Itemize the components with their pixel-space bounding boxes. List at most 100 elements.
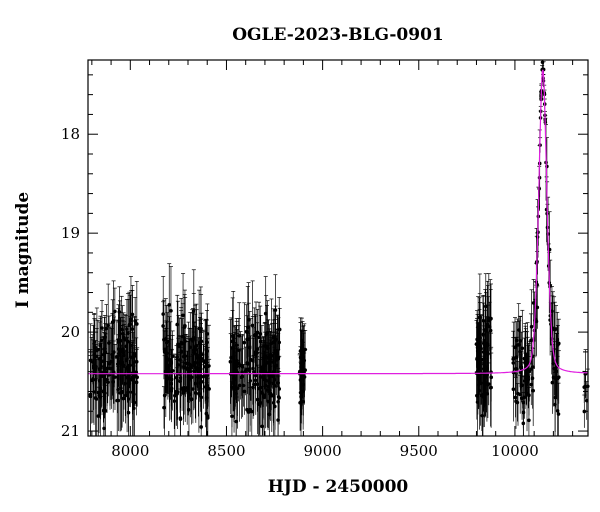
data-point bbox=[276, 399, 280, 404]
data-point bbox=[167, 303, 172, 307]
data-point bbox=[178, 417, 183, 421]
data-point bbox=[485, 391, 489, 396]
data-point bbox=[205, 332, 210, 336]
data-point bbox=[115, 362, 120, 366]
data-point bbox=[276, 357, 281, 361]
data-point bbox=[523, 361, 527, 365]
data-point bbox=[260, 390, 264, 395]
data-point bbox=[181, 334, 185, 339]
data-point bbox=[299, 365, 304, 370]
data-point bbox=[199, 425, 203, 429]
data-point bbox=[514, 355, 519, 360]
data-point bbox=[169, 309, 173, 313]
data-point bbox=[242, 340, 247, 345]
data-point bbox=[486, 352, 490, 356]
y-tick-label: 20 bbox=[61, 323, 80, 341]
data-point bbox=[513, 395, 518, 400]
data-point bbox=[252, 370, 256, 374]
data-point bbox=[555, 409, 560, 413]
data-point bbox=[582, 385, 587, 389]
chart-title: OGLE-2023-BLG-0901 bbox=[232, 25, 444, 45]
data-point bbox=[266, 346, 270, 351]
data-point bbox=[110, 320, 115, 324]
x-axis: 8000 8500 9000 9500 10000 bbox=[91, 60, 574, 460]
x-tick-label: 9500 bbox=[400, 442, 438, 460]
data-point bbox=[255, 397, 260, 402]
data-point bbox=[113, 309, 117, 314]
data-point bbox=[91, 363, 96, 368]
data-point bbox=[89, 378, 94, 383]
data-point bbox=[553, 395, 558, 400]
data-point bbox=[115, 398, 119, 403]
data-point bbox=[164, 351, 169, 355]
data-point bbox=[245, 362, 250, 366]
data-point bbox=[260, 365, 265, 369]
data-point bbox=[194, 343, 199, 348]
y-tick-label: 21 bbox=[61, 422, 80, 440]
data-point bbox=[117, 310, 122, 314]
data-point bbox=[103, 370, 108, 374]
data-point bbox=[191, 335, 196, 340]
data-point bbox=[201, 359, 206, 364]
data-point bbox=[118, 391, 122, 395]
data-point bbox=[98, 357, 102, 361]
data-point bbox=[192, 348, 196, 352]
data-point bbox=[266, 399, 270, 404]
x-tick-label: 9000 bbox=[304, 442, 342, 460]
data-point bbox=[96, 390, 101, 395]
data-point bbox=[130, 312, 135, 317]
data-point bbox=[272, 369, 276, 374]
data-point bbox=[244, 329, 249, 334]
data-point bbox=[116, 338, 121, 342]
data-point bbox=[253, 373, 258, 378]
data-point bbox=[556, 375, 561, 379]
data-point bbox=[475, 349, 480, 353]
data-point bbox=[250, 323, 255, 328]
data-point bbox=[298, 378, 303, 382]
data-point bbox=[162, 405, 166, 410]
data-point bbox=[102, 364, 107, 369]
data-point bbox=[263, 311, 268, 316]
data-point bbox=[529, 382, 534, 387]
data-point bbox=[483, 304, 488, 309]
y-tick-label: 18 bbox=[61, 125, 80, 143]
data-point bbox=[511, 357, 516, 361]
data-point bbox=[519, 365, 523, 369]
data-point bbox=[240, 374, 245, 379]
data-point bbox=[98, 343, 103, 348]
data-point bbox=[173, 393, 177, 398]
data-point bbox=[480, 413, 485, 418]
data-point bbox=[271, 335, 276, 340]
data-point bbox=[527, 418, 531, 423]
data-point bbox=[104, 326, 109, 331]
y-axis-label: I magnitude bbox=[13, 192, 33, 309]
data-point bbox=[516, 391, 520, 396]
data-point bbox=[257, 335, 261, 340]
data-point bbox=[162, 337, 166, 342]
data-point bbox=[133, 374, 137, 379]
data-point bbox=[234, 419, 239, 424]
data-point bbox=[488, 317, 493, 322]
data-point bbox=[162, 393, 167, 398]
data-point bbox=[243, 369, 248, 373]
data-point bbox=[476, 360, 481, 365]
data-point bbox=[107, 341, 111, 345]
data-point bbox=[172, 399, 177, 403]
data-point bbox=[480, 393, 484, 398]
data-point bbox=[170, 354, 175, 359]
data-point bbox=[191, 387, 195, 391]
data-point bbox=[92, 390, 96, 394]
data-points bbox=[88, 59, 590, 436]
data-point bbox=[258, 339, 263, 344]
data-point bbox=[550, 380, 555, 385]
data-point bbox=[133, 319, 137, 323]
data-point bbox=[242, 389, 247, 394]
data-point bbox=[264, 332, 268, 337]
data-point bbox=[531, 388, 535, 393]
data-point bbox=[274, 354, 279, 359]
data-point bbox=[477, 336, 482, 340]
data-point bbox=[300, 369, 305, 374]
data-point bbox=[476, 339, 480, 343]
data-point bbox=[106, 323, 110, 328]
data-point bbox=[135, 322, 139, 326]
